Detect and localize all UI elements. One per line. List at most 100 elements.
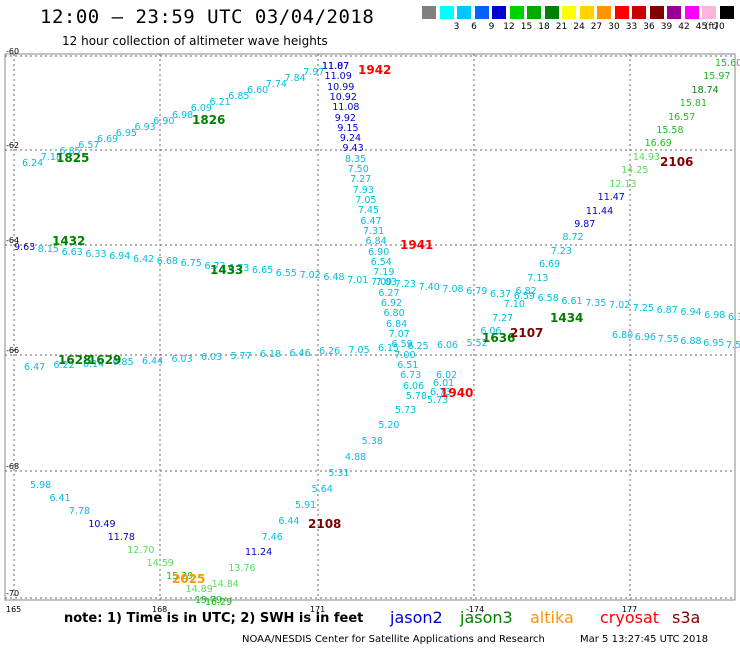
swh-value: 10.99: [327, 81, 355, 93]
swh-value: 6.84: [365, 236, 387, 248]
swh-value: 7.00: [394, 349, 416, 361]
satellite-jason3: jason3: [460, 608, 513, 627]
legend-swatch: [562, 6, 576, 19]
legend-swatch: [632, 6, 646, 19]
swh-value: 6.92: [380, 298, 403, 310]
swh-value: 6.90: [153, 115, 175, 127]
swh-value: 7.23: [394, 279, 416, 291]
swh-value: 5.73: [395, 404, 417, 416]
pass-time-label: 1940: [440, 386, 474, 400]
swh-value: 6.63: [61, 246, 83, 258]
swh-value: 5.77: [230, 350, 252, 362]
swh-value: 6.06: [402, 380, 425, 392]
swh-value: 15.29: [166, 571, 194, 582]
swh-value: 6.57: [78, 139, 100, 151]
note-text: note: 1) Time is in UTC; 2) SWH is in fe…: [64, 611, 364, 626]
swh-value: 14.59: [146, 558, 174, 569]
swh-value: 6.03: [200, 352, 223, 364]
legend-swatch: [597, 6, 611, 19]
swh-value: 8.35: [345, 153, 367, 165]
lat-label: -62: [6, 141, 20, 150]
swh-value: 6.47: [24, 362, 46, 373]
swh-value: 7.03: [375, 277, 397, 289]
swh-value: 6.25: [407, 341, 429, 353]
swh-value: 6.18: [259, 349, 282, 361]
legend-swatch: [474, 6, 489, 19]
pass-time-label: 1432: [52, 234, 86, 248]
swh-value: 6.88: [680, 336, 702, 347]
swh-value: 12.70: [127, 545, 155, 556]
swh-value: 7.50: [347, 164, 369, 176]
swh-value: 5.64: [311, 483, 333, 495]
swh-value: 7.97: [303, 67, 325, 79]
swh-value: 6.02: [436, 370, 458, 381]
legend-label: 30: [608, 22, 620, 32]
swh-value: 6.27: [378, 287, 400, 299]
swh-value: 6.47: [360, 215, 382, 227]
swh-value: 6.69: [97, 133, 119, 145]
swh-value: 6.80: [612, 330, 634, 341]
swh-value: 6.75: [180, 258, 202, 270]
swh-value: 4.88: [345, 452, 367, 464]
swh-value: 6.94: [680, 307, 702, 319]
legend-swatch: [719, 6, 734, 19]
swh-value: 15.58: [656, 125, 684, 137]
legend-label: 70: [713, 22, 725, 32]
swh-value: 6.58: [537, 293, 559, 305]
swh-value: 7.07: [388, 329, 410, 341]
footer-credit: NOAA/NESDIS Center for Satellite Applica…: [242, 634, 545, 645]
swh-value: 6.01: [433, 378, 455, 390]
swh-value: 11.47: [597, 192, 625, 204]
swh-value: 7.45: [357, 205, 380, 217]
legend-label: 45: [695, 22, 708, 32]
swh-value: 7.55: [657, 334, 679, 345]
swh-value: 6.03: [171, 354, 193, 366]
swh-value: 6.65: [252, 265, 274, 277]
swh-value: 11.07: [322, 61, 350, 72]
swh-value: 6.54: [370, 256, 392, 268]
legend-swatch: [509, 6, 524, 19]
lat-label: -68: [6, 462, 20, 471]
legend-label: 18: [538, 22, 550, 32]
page-subtitle: 12 hour collection of altimeter wave hei…: [62, 34, 328, 48]
swh-value: 7.25: [632, 302, 654, 314]
swh-value: 7.46: [261, 531, 283, 543]
legend-swatch: [649, 6, 664, 19]
legend-swatch: [439, 6, 454, 19]
swh-value: 6.98: [172, 109, 194, 121]
generated-timestamp: Mar 5 13:27:45 UTC 2018: [580, 634, 709, 645]
legend-swatch: [457, 6, 471, 19]
satellite-s3a: s3a: [672, 608, 701, 627]
pass-time-label: 2106: [660, 155, 694, 169]
legend-label: 39: [660, 22, 673, 32]
lon-label: 171: [310, 605, 326, 614]
swh-value: 14.93: [632, 151, 661, 163]
swh-value: 6.60: [247, 85, 269, 97]
swh-value: 15.79: [195, 595, 223, 606]
swh-value: 18.74: [691, 84, 719, 96]
satellite-cryosat: cryosat: [600, 608, 660, 627]
swh-value: 5.20: [378, 420, 400, 432]
pass-time-label: 2025: [172, 572, 206, 586]
swh-value: 6.73: [430, 386, 452, 398]
swh-value: 6.94: [109, 251, 131, 263]
swh-value: 6.44: [141, 355, 164, 367]
swh-value: 9.15: [337, 122, 359, 134]
pass-time-label: 2108: [308, 517, 342, 531]
swh-value: 7.10: [503, 299, 525, 311]
lon-label: -174: [466, 605, 485, 614]
legend-label: 12: [503, 22, 515, 32]
legend-swatch: [684, 6, 699, 19]
swh-value: 5.38: [361, 436, 383, 448]
swh-value: 9.24: [339, 133, 362, 145]
swh-value: 6.59: [391, 339, 413, 351]
pass-time-label: 1434: [550, 311, 584, 325]
swh-value: 6.96: [634, 332, 656, 343]
swh-value: 7.19: [373, 267, 395, 279]
swh-value: 6.15: [377, 342, 400, 354]
legend-label: 6: [471, 22, 477, 32]
legend-swatch: [544, 6, 559, 19]
swh-value: 7.05: [355, 195, 377, 206]
legend-label: 21: [555, 22, 568, 32]
swh-value: 6.46: [289, 347, 311, 359]
